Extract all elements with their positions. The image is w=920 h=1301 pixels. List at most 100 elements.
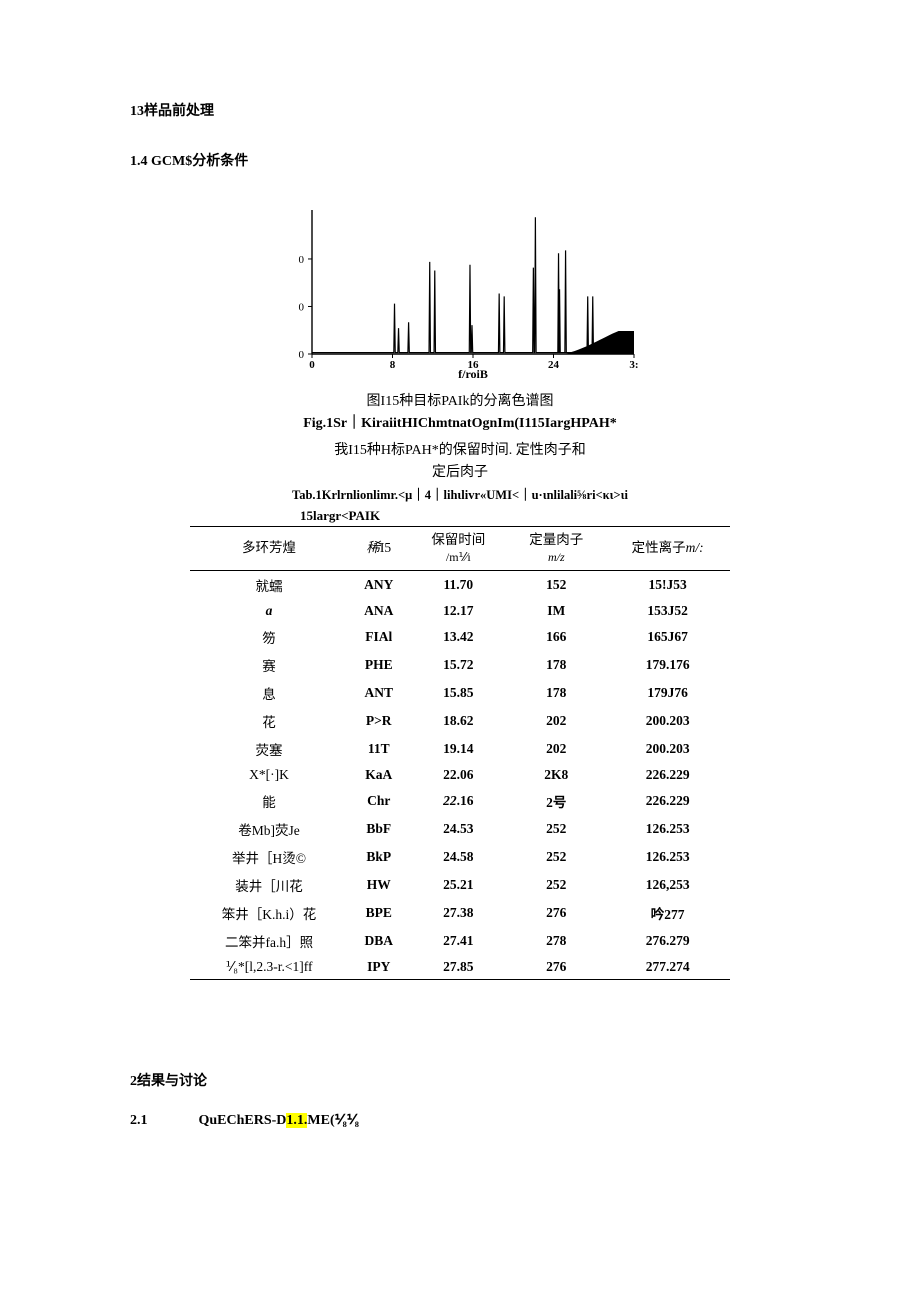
cell-qual-ion: 276.279 bbox=[605, 927, 730, 955]
cell-retention-time: 18.62 bbox=[409, 707, 507, 735]
svg-text:8: 8 bbox=[390, 359, 396, 371]
cell-abbr: BkP bbox=[348, 843, 409, 871]
cell-qual-ion: 179J76 bbox=[605, 679, 730, 707]
table-row: ⅟₈*[l,2.3-r.<1]ffIPY27.85276277.274 bbox=[190, 955, 730, 980]
svg-text:f/roiB: f/roiB bbox=[458, 367, 488, 380]
table-row: aANA12.17IM153J52 bbox=[190, 599, 730, 623]
table-col-header: 多环芳煌 bbox=[190, 526, 348, 570]
cell-quant-ion: IM bbox=[507, 599, 605, 623]
cell-quant-ion: 252 bbox=[507, 815, 605, 843]
cell-compound-name: 装井［川花 bbox=[190, 871, 348, 899]
cell-qual-ion: 吟277 bbox=[605, 899, 730, 927]
table-col-header: 保留时间/m⅟∕ı bbox=[409, 526, 507, 570]
cell-abbr: 11T bbox=[348, 735, 409, 763]
cell-retention-time: 22.06 bbox=[409, 763, 507, 787]
cell-compound-name: 荧塞 bbox=[190, 735, 348, 763]
table-col-header: 定量肉子m/z bbox=[507, 526, 605, 570]
svg-text:24: 24 bbox=[548, 359, 560, 371]
cell-abbr: BbF bbox=[348, 815, 409, 843]
svg-text:0: 0 bbox=[299, 301, 305, 313]
svg-text:0: 0 bbox=[299, 254, 305, 266]
cell-qual-ion: 126.253 bbox=[605, 815, 730, 843]
table-row: 卷Mb]荧JeBbF24.53252126.253 bbox=[190, 815, 730, 843]
cell-compound-name: 花 bbox=[190, 707, 348, 735]
cell-quant-ion: 178 bbox=[507, 651, 605, 679]
section-14-num: 1.4 bbox=[130, 154, 148, 169]
cell-compound-name: 赛 bbox=[190, 651, 348, 679]
results-heading: 2结果与讨论 bbox=[130, 1070, 790, 1090]
cell-retention-time: 22.16 bbox=[409, 787, 507, 815]
svg-text:0: 0 bbox=[309, 359, 315, 371]
cell-abbr: IPY bbox=[348, 955, 409, 980]
cell-compound-name: 卷Mb]荧Je bbox=[190, 815, 348, 843]
cell-abbr: FIAl bbox=[348, 623, 409, 651]
cell-qual-ion: 226.229 bbox=[605, 763, 730, 787]
cell-abbr: PHE bbox=[348, 651, 409, 679]
table-col-header: 定性离子m/: bbox=[605, 526, 730, 570]
cell-retention-time: 25.21 bbox=[409, 871, 507, 899]
table-body: 就蠕ANY11.7015215!J53aANA12.17IM153J52笏FIA… bbox=[190, 570, 730, 979]
table-row: 能Chr22.162号226.229 bbox=[190, 787, 730, 815]
section-14-title: GCM$分析条件 bbox=[151, 154, 248, 169]
table-row: 二笨并fa.h］照DBA27.41278276.279 bbox=[190, 927, 730, 955]
cell-abbr: ANT bbox=[348, 679, 409, 707]
cell-quant-ion: 166 bbox=[507, 623, 605, 651]
section-21-heading: 2.1 QuEChERS-D1.1.ME(⅟₈⅟₈ bbox=[130, 1112, 790, 1129]
table-row: 息ANT15.85178179J76 bbox=[190, 679, 730, 707]
cell-retention-time: 13.42 bbox=[409, 623, 507, 651]
cell-quant-ion: 2K8 bbox=[507, 763, 605, 787]
cell-retention-time: 24.58 bbox=[409, 843, 507, 871]
section-21-prefix: QuEChERS-D bbox=[199, 1113, 287, 1128]
table-row: 笏FIAl13.42166165J67 bbox=[190, 623, 730, 651]
table-col-header: 稀I5 bbox=[348, 526, 409, 570]
cell-retention-time: 15.72 bbox=[409, 651, 507, 679]
cell-retention-time: 24.53 bbox=[409, 815, 507, 843]
cell-quant-ion: 202 bbox=[507, 735, 605, 763]
chromatogram-figure: 0000816243:f/roiB bbox=[130, 200, 790, 385]
table-row: X*[·]KKaA22.062K8226.229 bbox=[190, 763, 730, 787]
cell-quant-ion: 202 bbox=[507, 707, 605, 735]
cell-compound-name: 笨井［K.h.i）花 bbox=[190, 899, 348, 927]
cell-quant-ion: 276 bbox=[507, 955, 605, 980]
cell-compound-name: 举井［H烫© bbox=[190, 843, 348, 871]
cell-retention-time: 27.41 bbox=[409, 927, 507, 955]
cell-qual-ion: 126,253 bbox=[605, 871, 730, 899]
cell-retention-time: 11.70 bbox=[409, 570, 507, 599]
table-header-row: 多环芳煌稀I5保留时间/m⅟∕ı定量肉子m/z定性离子m/: bbox=[190, 526, 730, 570]
section-13-heading: 13样品前处理 bbox=[130, 100, 790, 120]
table-title-cn-line1: 我I15种H标PAH*的保留时间. 定性肉子和 bbox=[130, 440, 790, 462]
cell-qual-ion: 15!J53 bbox=[605, 570, 730, 599]
table-title-en: Tab.1Krlrnlionlimr.<μ｜4｜lihιlivr«UMI<｜u·… bbox=[130, 485, 790, 505]
table-row: 赛PHE15.72178179.176 bbox=[190, 651, 730, 679]
figure-caption-en: Fig.1Sr｜KiraiitHIChmtnatOgnIm(I115IargHP… bbox=[130, 413, 790, 435]
cell-qual-ion: 165J67 bbox=[605, 623, 730, 651]
cell-qual-ion: 179.176 bbox=[605, 651, 730, 679]
table-subtitle: 15largr<PAIK bbox=[300, 508, 790, 524]
chromatogram-svg: 0000816243:f/roiB bbox=[280, 200, 640, 380]
section-13-text: 13样品前处理 bbox=[130, 104, 214, 119]
cell-abbr: HW bbox=[348, 871, 409, 899]
cell-qual-ion: 200.203 bbox=[605, 707, 730, 735]
cell-retention-time: 27.38 bbox=[409, 899, 507, 927]
section-14-heading: 1.4 GCM$分析条件 bbox=[130, 150, 790, 170]
cell-quant-ion: 2号 bbox=[507, 787, 605, 815]
cell-qual-ion: 277.274 bbox=[605, 955, 730, 980]
table-head: 多环芳煌稀I5保留时间/m⅟∕ı定量肉子m/z定性离子m/: bbox=[190, 526, 730, 570]
cell-compound-name: 笏 bbox=[190, 623, 348, 651]
cell-compound-name: X*[·]K bbox=[190, 763, 348, 787]
cell-compound-name: a bbox=[190, 599, 348, 623]
table-row: 就蠕ANY11.7015215!J53 bbox=[190, 570, 730, 599]
table-row: 花P>R18.62202200.203 bbox=[190, 707, 730, 735]
svg-text:3:: 3: bbox=[629, 359, 638, 371]
section-21-highlight: 1.1. bbox=[286, 1113, 307, 1128]
cell-retention-time: 27.85 bbox=[409, 955, 507, 980]
section-21-num: 2.1 bbox=[130, 1113, 195, 1129]
cell-quant-ion: 276 bbox=[507, 899, 605, 927]
cell-abbr: P>R bbox=[348, 707, 409, 735]
cell-retention-time: 15.85 bbox=[409, 679, 507, 707]
table-row: 荧塞11T19.14202200.203 bbox=[190, 735, 730, 763]
table-row: 笨井［K.h.i）花BPE27.38276吟277 bbox=[190, 899, 730, 927]
cell-compound-name: 就蠕 bbox=[190, 570, 348, 599]
cell-qual-ion: 153J52 bbox=[605, 599, 730, 623]
cell-quant-ion: 178 bbox=[507, 679, 605, 707]
